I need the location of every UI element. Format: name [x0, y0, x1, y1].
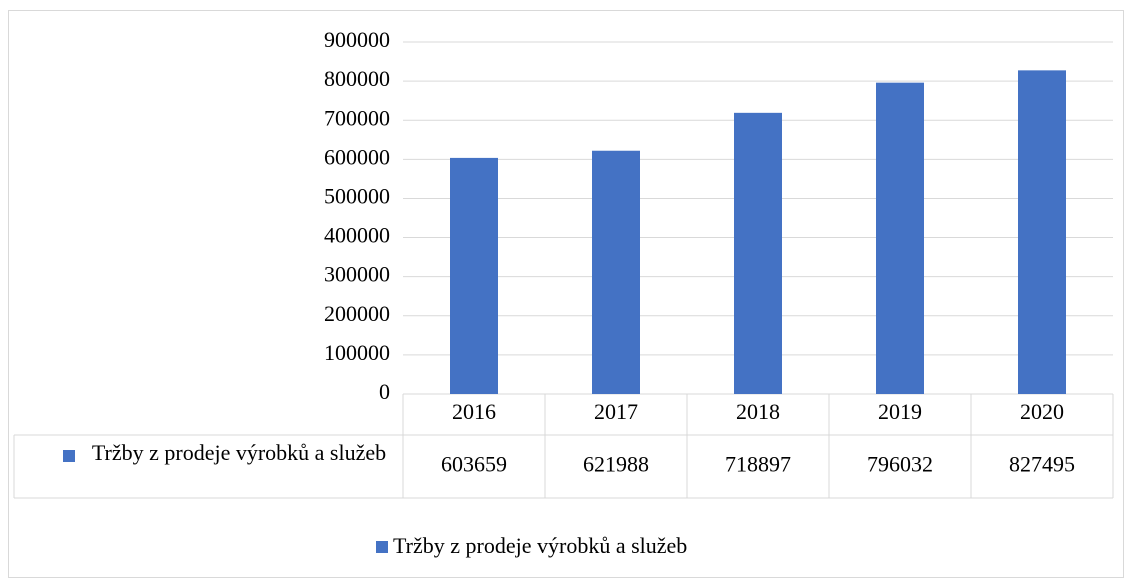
x-tick-label: 2018: [736, 399, 780, 424]
y-tick-label: 600000: [324, 144, 390, 169]
table-value: 718897: [725, 452, 791, 477]
x-tick-label: 2016: [452, 399, 496, 424]
x-tick-label: 2019: [878, 399, 922, 424]
y-tick-label: 300000: [324, 262, 390, 287]
x-tick-label: 2017: [594, 399, 638, 424]
y-tick-label: 500000: [324, 183, 390, 208]
table-value: 796032: [867, 452, 933, 477]
y-tick-label: 800000: [324, 66, 390, 91]
y-tick-label: 900000: [324, 27, 390, 52]
y-tick-label: 200000: [324, 301, 390, 326]
legend-label: Tržby z prodeje výrobků a služeb: [393, 533, 687, 558]
x-tick-label: 2020: [1020, 399, 1064, 424]
y-tick-label: 700000: [324, 105, 390, 130]
y-tick-label: 400000: [324, 223, 390, 248]
bar: [734, 112, 782, 395]
bar: [876, 82, 924, 395]
y-tick-label: 100000: [324, 340, 390, 365]
table-value: 621988: [583, 452, 649, 477]
table-legend-key: [63, 450, 75, 462]
bar: [592, 150, 640, 394]
bar: [1018, 70, 1066, 394]
table-series-name: Tržby z prodeje výrobků a služeb: [91, 440, 387, 465]
table-value: 827495: [1009, 452, 1075, 477]
table-value: 603659: [441, 452, 507, 477]
legend-key: [376, 541, 388, 553]
bar: [450, 157, 498, 394]
chart-border: [8, 10, 1124, 578]
y-tick-label: 0: [379, 379, 390, 404]
